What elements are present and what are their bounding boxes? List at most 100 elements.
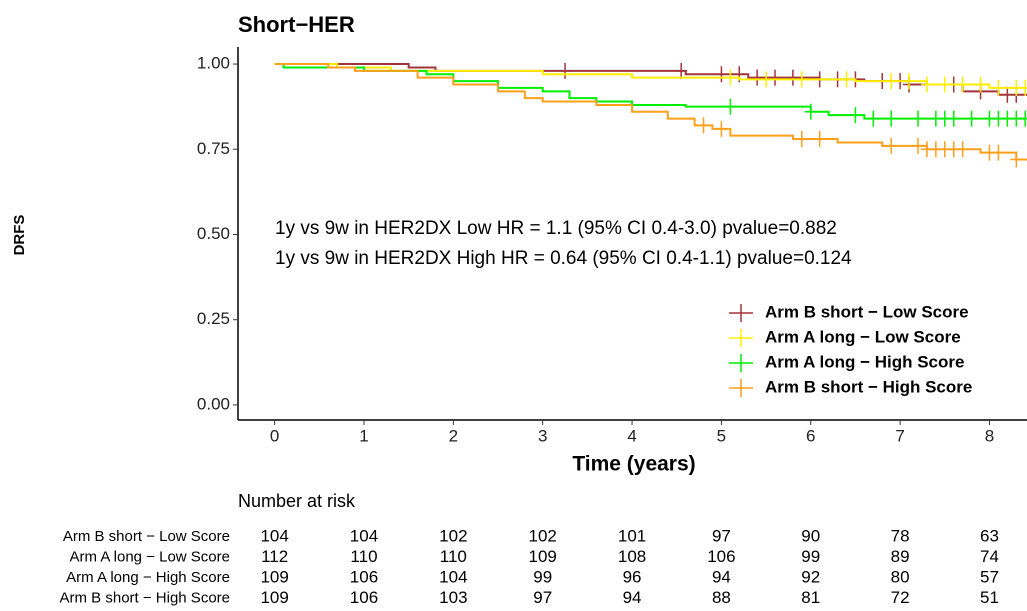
legend-key — [729, 329, 753, 347]
risk-value: 51 — [980, 588, 999, 607]
risk-value: 99 — [533, 567, 552, 586]
risk-value: 92 — [801, 567, 820, 586]
risk-value: 63 — [980, 526, 999, 545]
censor-mark — [956, 141, 969, 158]
censor-mark — [903, 73, 916, 90]
risk-value: 102 — [529, 526, 557, 545]
risk-value: 103 — [439, 588, 467, 607]
risk-value: 109 — [260, 567, 288, 586]
risk-table-title: Number at risk — [238, 491, 356, 511]
y-tick-label: 1.00 — [197, 54, 230, 73]
censor-mark — [724, 98, 737, 115]
x-tick-label: 6 — [806, 426, 815, 445]
risk-value: 99 — [801, 547, 820, 566]
censor-mark — [675, 62, 688, 79]
censor-mark — [1019, 110, 1027, 127]
censor-mark — [760, 71, 773, 88]
y-tick-label: 0.25 — [197, 309, 230, 328]
y-tick-label: 0.50 — [197, 224, 230, 243]
censor-mark — [559, 62, 572, 79]
annotation: 1y vs 9w in HER2DX Low HR = 1.1 (95% CI … — [275, 218, 837, 239]
legend-key — [729, 354, 753, 372]
censor-mark — [715, 120, 728, 137]
risk-value: 101 — [618, 526, 646, 545]
censor-mark — [885, 137, 898, 154]
survival-curve — [274, 63, 1027, 120]
risk-row-label: Arm B short − Low Score — [63, 528, 230, 545]
risk-value: 110 — [440, 547, 467, 566]
censor-mark — [786, 69, 799, 86]
risk-value: 88 — [712, 588, 731, 607]
censor-mark — [911, 137, 924, 154]
risk-value: 57 — [980, 567, 999, 586]
risk-value: 94 — [623, 588, 642, 607]
x-axis-label: Time (years) — [572, 453, 695, 476]
y-tick-label: 0.75 — [197, 139, 230, 158]
risk-value: 109 — [260, 588, 288, 607]
risk-value: 104 — [260, 526, 288, 545]
y-axis-label: DRFS — [11, 215, 28, 256]
risk-value: 112 — [261, 547, 288, 566]
risk-value: 102 — [439, 526, 467, 545]
censor-mark — [885, 110, 898, 127]
censor-mark — [840, 71, 853, 88]
censor-mark — [751, 69, 764, 86]
legend-label: Arm A long − High Score — [765, 352, 964, 371]
censor-mark — [947, 110, 960, 127]
legend-key — [729, 379, 753, 397]
x-tick-label: 7 — [895, 426, 904, 445]
risk-value: 90 — [801, 526, 820, 545]
censor-mark — [965, 110, 978, 127]
risk-value: 110 — [350, 547, 377, 566]
risk-value: 96 — [623, 567, 642, 586]
y-tick-label: 0.00 — [197, 394, 230, 413]
risk-value: 97 — [533, 588, 552, 607]
risk-value: 97 — [712, 526, 731, 545]
censor-mark — [1019, 79, 1027, 96]
legend-label: Arm B short − Low Score — [765, 302, 969, 321]
censor-mark — [920, 76, 933, 93]
legend-label: Arm A long − Low Score — [765, 327, 961, 346]
risk-row-label: Arm A long − Low Score — [69, 548, 230, 565]
x-tick-label: 8 — [985, 426, 994, 445]
censor-mark — [911, 110, 924, 127]
censor-mark — [885, 73, 898, 90]
censor-mark — [849, 107, 862, 124]
censor-mark — [867, 110, 880, 127]
censor-mark — [715, 66, 728, 83]
censor-mark — [1010, 151, 1023, 168]
risk-value: 80 — [891, 567, 910, 586]
censor-mark — [804, 103, 817, 120]
risk-value: 81 — [801, 588, 820, 607]
legend-label: Arm B short − High Score — [765, 377, 972, 396]
risk-row-label: Arm B short − High Score — [60, 589, 230, 606]
x-tick-label: 5 — [717, 426, 726, 445]
risk-value: 72 — [891, 588, 910, 607]
x-tick-label: 1 — [359, 426, 368, 445]
censor-mark — [813, 131, 826, 148]
survival-curve — [274, 63, 1027, 89]
censor-mark — [795, 71, 808, 88]
risk-value: 106 — [350, 588, 378, 607]
risk-value: 108 — [618, 547, 646, 566]
censor-mark — [724, 69, 737, 86]
risk-value: 78 — [891, 526, 910, 545]
x-tick-label: 2 — [449, 426, 458, 445]
censor-mark — [697, 117, 710, 134]
censor-mark — [938, 76, 951, 93]
risk-value: 104 — [350, 526, 378, 545]
survival-curve — [274, 63, 1027, 161]
risk-value: 94 — [712, 567, 731, 586]
x-tick-label: 4 — [627, 426, 636, 445]
censor-mark — [992, 79, 1005, 96]
censor-mark — [974, 76, 987, 93]
risk-value: 106 — [350, 567, 378, 586]
censor-mark — [795, 131, 808, 148]
survival-curve — [274, 63, 1027, 96]
risk-value: 109 — [529, 547, 557, 566]
chart-title: Short−HER — [238, 12, 355, 37]
risk-value: 104 — [439, 567, 467, 586]
risk-value: 89 — [891, 547, 910, 566]
risk-value: 74 — [980, 547, 999, 566]
